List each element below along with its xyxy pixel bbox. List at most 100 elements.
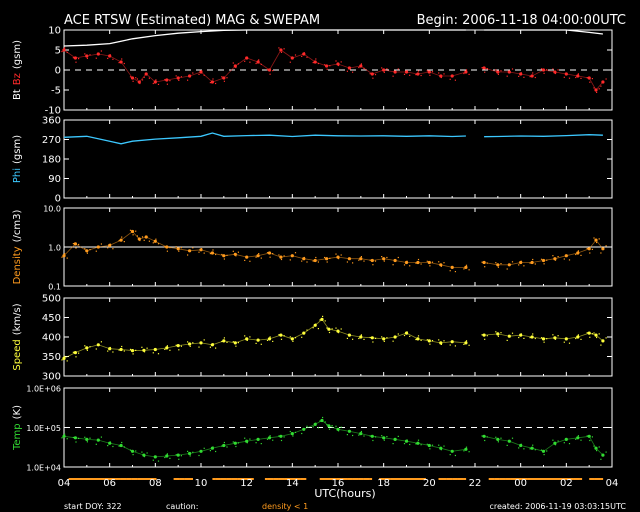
data-point-density [481, 261, 483, 263]
data-point-speed [212, 343, 214, 345]
series-line-density [484, 239, 604, 266]
data-point-density [86, 252, 88, 254]
caution-bar [68, 478, 604, 480]
data-point-density [568, 259, 571, 261]
data-point-speed [266, 339, 269, 341]
data-point-bz [201, 70, 203, 72]
caution-mark [71, 478, 75, 480]
data-point-bz [119, 60, 123, 64]
data-point-temp [575, 438, 577, 440]
data-point-temp [222, 443, 226, 448]
data-point-speed [95, 348, 97, 350]
data-point-density [153, 239, 157, 243]
data-point-speed [349, 334, 351, 336]
data-point-temp [596, 450, 598, 452]
data-point-bz [267, 68, 272, 72]
caution-mark [576, 478, 580, 480]
data-point-density [326, 261, 328, 263]
caution-mark [275, 478, 279, 480]
data-point-speed [107, 350, 109, 352]
data-point-speed [132, 353, 134, 355]
data-point-temp [109, 441, 111, 443]
data-point-speed [577, 334, 579, 336]
data-point-bz [557, 69, 559, 71]
data-point-density [75, 247, 77, 249]
data-point-temp [482, 434, 486, 438]
data-point-temp [226, 446, 228, 448]
y-axis-label-mag: Bt Bz (gsm) [12, 40, 23, 100]
y-axis-label-part: (km/s) [12, 303, 23, 335]
caution-mark [150, 478, 154, 480]
caution-mark [297, 478, 301, 480]
data-point-speed [278, 334, 280, 336]
data-point-temp [233, 441, 237, 445]
caution-mark [273, 478, 277, 480]
data-point-temp [486, 436, 488, 438]
data-point-temp [598, 446, 600, 448]
data-point-density [221, 253, 223, 256]
caution-mark [360, 478, 364, 480]
data-point-density [589, 252, 591, 254]
data-point-density [139, 239, 141, 242]
caution-mark [68, 478, 72, 480]
data-point-speed [215, 347, 217, 349]
data-point-speed [554, 338, 557, 340]
data-point-speed [593, 332, 595, 334]
data-point-speed [245, 337, 249, 341]
data-point-temp [409, 443, 411, 446]
x-tick-label: 20 [423, 478, 436, 489]
y-tick-label: 270 [42, 135, 61, 146]
data-point-bz [497, 73, 499, 75]
data-point-temp [392, 443, 394, 445]
data-point-bz [157, 83, 160, 85]
data-point-density [246, 256, 248, 258]
data-point-density [294, 252, 297, 254]
data-point-speed [532, 333, 534, 335]
data-point-bz [146, 73, 148, 75]
data-point-density [577, 250, 579, 252]
data-point-speed [121, 345, 123, 348]
data-point-bz [575, 76, 577, 79]
caution-mark [540, 478, 544, 480]
data-point-density [313, 258, 317, 263]
caution-mark [529, 478, 533, 480]
data-point-temp [215, 450, 217, 453]
data-point-speed [449, 344, 451, 346]
data-point-temp [244, 437, 246, 439]
data-point-speed [360, 334, 362, 336]
data-point-density [431, 261, 434, 263]
data-point-bz [534, 76, 536, 79]
caution-mark [491, 478, 495, 480]
x-tick-label: 16 [332, 478, 345, 489]
data-point-temp [580, 439, 582, 441]
caution-mark [228, 478, 232, 480]
data-point-density [372, 264, 374, 266]
data-point-bz [164, 79, 166, 81]
data-point-density [306, 261, 308, 263]
y-tick-label: 400 [42, 333, 61, 344]
caution-mark [112, 478, 116, 480]
data-point-temp [272, 439, 274, 441]
data-point-bz [605, 78, 607, 80]
caution-mark [449, 478, 453, 480]
data-point-temp [566, 438, 568, 440]
data-point-density [148, 240, 150, 242]
data-point-temp [132, 454, 134, 456]
data-point-speed [580, 338, 582, 340]
data-point-speed [372, 341, 374, 343]
caution-mark [128, 478, 132, 480]
data-point-speed [454, 345, 456, 347]
data-point-bz [325, 64, 329, 68]
caution-mark [589, 478, 593, 480]
data-point-density [497, 266, 499, 268]
caution-mark [549, 478, 552, 480]
data-point-bz [552, 68, 554, 70]
data-point-speed [223, 337, 225, 339]
data-point-speed [324, 320, 326, 322]
data-point-temp [484, 439, 486, 442]
caution-mark [565, 478, 569, 480]
data-point-bz [600, 85, 602, 87]
data-point-density [85, 249, 89, 253]
data-point-density [141, 236, 144, 238]
data-point-density [118, 240, 120, 242]
